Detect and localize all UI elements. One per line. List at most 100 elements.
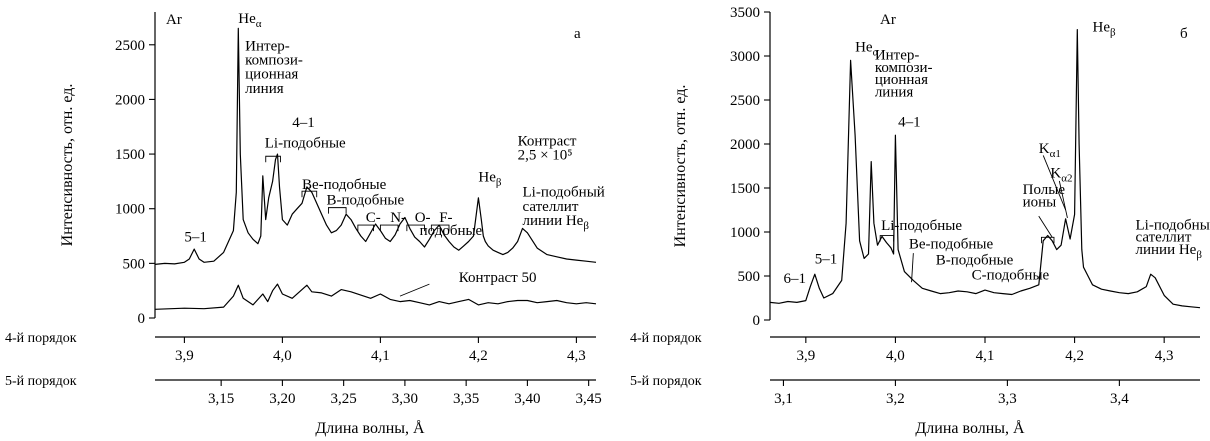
annotation: сателлит: [1136, 230, 1192, 246]
x-tick-label-4th: 4,0: [886, 348, 905, 364]
x-tick-label-4th: 4,2: [469, 348, 488, 364]
x-tick-label-5th: 3,2: [886, 391, 905, 407]
k-alpha2-leader: [1058, 180, 1068, 219]
annotation: компози-: [245, 52, 303, 68]
panel-label: а: [574, 26, 581, 42]
group-bracket: [430, 224, 450, 232]
y-tick-label: 2500: [115, 38, 145, 54]
x-tick-label-5th: 3,3: [998, 391, 1017, 407]
annotation: Be-подобные: [302, 177, 387, 193]
x-tick-label-4th: 4,2: [1065, 348, 1084, 364]
annotation: Heα: [855, 40, 879, 59]
x-tick-label-5th: 3,25: [331, 391, 357, 407]
annotation: Контраст 50: [459, 270, 537, 286]
be-leader: [911, 253, 914, 283]
annotation: Heβ: [1093, 19, 1117, 38]
annotation: линия: [245, 81, 284, 97]
y-tick-label: 1000: [115, 202, 145, 218]
x-tick-label-4th: 4,1: [976, 348, 995, 364]
annotation: линии Heβ: [523, 213, 590, 232]
order-5-label: 5-й порядок: [630, 374, 702, 389]
annotation: Heβ: [478, 169, 502, 188]
annotation: Li-подобный: [1136, 217, 1210, 233]
y-tick-label: 500: [123, 256, 146, 272]
annotation: 5–1: [815, 252, 838, 268]
annotation: Li-подобные: [881, 218, 962, 234]
y-tick-label: 0: [753, 313, 761, 329]
panel-label: б: [1180, 26, 1188, 42]
annotation: Интер-: [875, 48, 920, 64]
x-tick-label-5th: 3,45: [576, 391, 602, 407]
contrast-50-leader: [399, 283, 430, 297]
series-line-0: [769, 29, 1201, 309]
y-tick-label: 3500: [730, 5, 760, 21]
annotation: Heα: [238, 11, 261, 30]
annotation: C-: [366, 210, 381, 226]
y-tick-label: 1500: [115, 147, 145, 163]
annotation: Полые: [1023, 182, 1066, 198]
annotation: 4–1: [292, 115, 315, 131]
annotation: 2,5 × 10⁵: [518, 148, 573, 164]
annotation: линии Heβ: [1136, 242, 1203, 261]
x-tick-label-4th: 4,0: [273, 348, 292, 364]
element-label: Ar: [166, 12, 182, 28]
hollow-ions-leader: [1038, 215, 1053, 238]
x-tick-label-4th: 4,3: [567, 348, 586, 364]
y-tick-label: 0: [138, 311, 146, 327]
y-tick-label: 3000: [730, 49, 760, 65]
x-axis-title: Длина волны, Å: [315, 419, 425, 437]
x-tick-label-5th: 3,35: [453, 391, 479, 407]
annotation: Kα2: [1050, 165, 1072, 184]
annotation: F-: [439, 210, 452, 226]
order-5-label: 5-й порядок: [5, 374, 77, 389]
group-bracket: [406, 224, 425, 232]
k-alpha1-leader: [1042, 155, 1067, 211]
x-tick-label-4th: 4,3: [1155, 348, 1174, 364]
y-tick-label: 500: [738, 269, 761, 285]
annotation: ционная: [875, 72, 928, 88]
x-tick-label-4th: 4,1: [371, 348, 390, 364]
x-tick-label-4th: 3,9: [796, 348, 815, 364]
annotation: линия: [875, 84, 914, 100]
group-bracket: [328, 207, 347, 214]
annotation: 6–1: [783, 271, 806, 287]
annotation: Kα1: [1039, 141, 1061, 160]
x-axis-title: Длина волны, Å: [915, 419, 1025, 437]
x-tick-label-5th: 3,40: [514, 391, 540, 407]
annotation: O-: [415, 210, 431, 226]
annotation: ционная: [245, 67, 298, 83]
y-tick-label: 2000: [730, 137, 760, 153]
series-line-1: [154, 283, 597, 310]
x-tick-label-4th: 3,9: [175, 348, 194, 364]
x-tick-label-5th: 3,1: [774, 391, 793, 407]
x-tick-label-5th: 3,4: [1110, 391, 1129, 407]
y-tick-label: 2500: [730, 93, 760, 109]
annotation: Li-подобный: [523, 185, 605, 201]
annotation: 5–1: [184, 230, 207, 246]
group-bracket: [301, 190, 318, 198]
annotation: 4–1: [898, 114, 921, 130]
annotation: компози-: [875, 60, 933, 76]
annotation: B-подобные: [327, 192, 405, 208]
x-tick-label-5th: 3,30: [392, 391, 418, 407]
series-line-0: [154, 27, 597, 265]
annotation: Интер-: [245, 38, 290, 54]
annotation: подобные: [420, 223, 483, 239]
group-bracket: [357, 224, 374, 232]
group-bracket: [265, 155, 281, 163]
annotation: Be-подобные: [909, 237, 994, 253]
annotation: C-подобные: [972, 268, 1050, 284]
group-bracket: [1040, 236, 1055, 244]
annotation: ионы: [1023, 194, 1057, 210]
y-tick-label: 2000: [115, 92, 145, 108]
y-tick-label: 1500: [730, 181, 760, 197]
annotation: сателлит: [523, 199, 579, 215]
chart-panel-b: 0 500 1000 1500 2000 2500 3000 3500 4-й порядок 3…: [630, 5, 1210, 437]
x-tick-label-5th: 3,20: [269, 391, 295, 407]
annotation: B-подобные: [936, 253, 1014, 269]
group-bracket: [379, 224, 399, 232]
x-tick-label-5th: 3,15: [208, 391, 234, 407]
annotation: Li-подобные: [265, 136, 346, 152]
annotation: N-: [390, 210, 406, 226]
